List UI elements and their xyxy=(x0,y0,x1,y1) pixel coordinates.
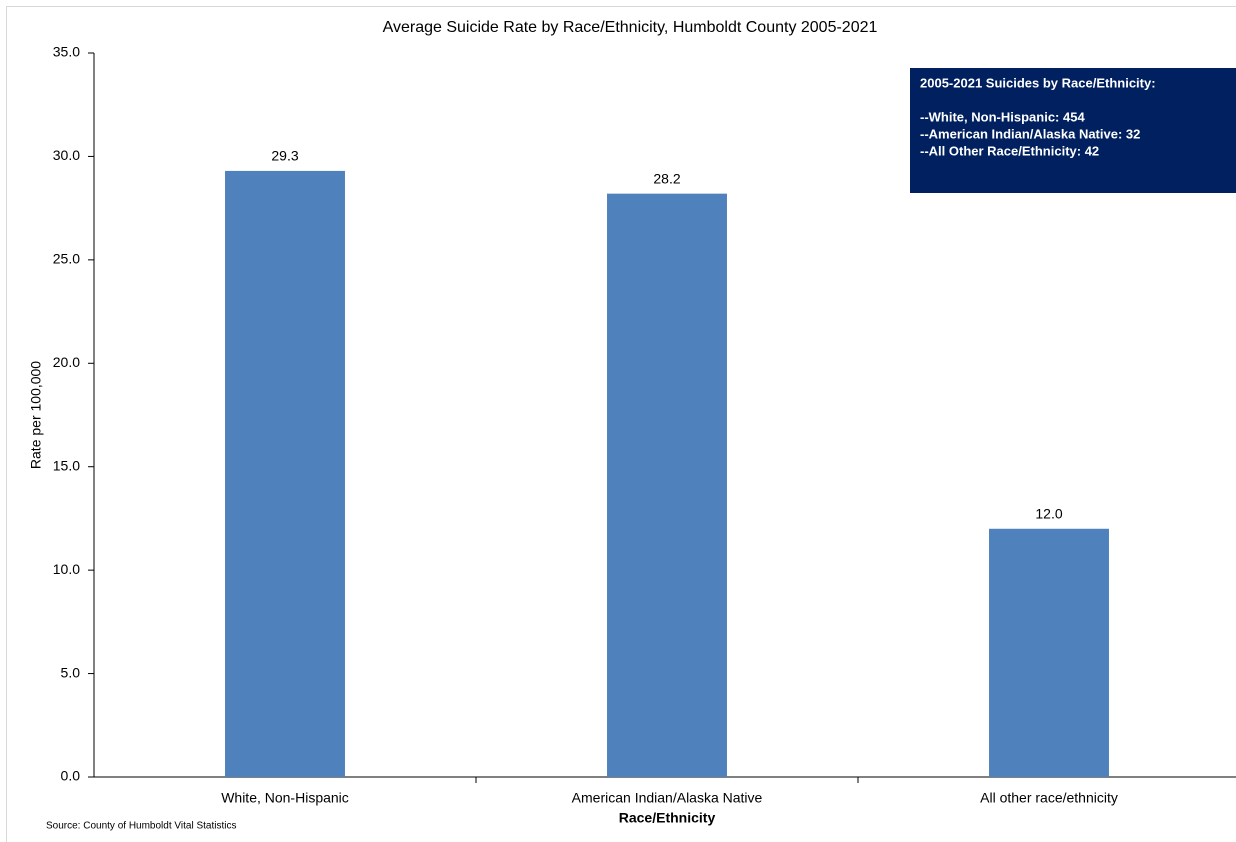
chart-title: Average Suicide Rate by Race/Ethnicity, … xyxy=(383,19,878,36)
source-note: Source: County of Humboldt Vital Statist… xyxy=(46,821,236,832)
y-tick-label: 5.0 xyxy=(61,664,81,680)
x-tick-label: White, Non-Hispanic xyxy=(221,790,349,806)
bar xyxy=(989,528,1109,777)
y-tick-label: 20.0 xyxy=(53,354,80,370)
y-tick-label: 15.0 xyxy=(53,457,80,473)
annotation-title: 2005-2021 Suicides by Race/Ethnicity: xyxy=(920,75,1156,90)
bar xyxy=(607,193,727,778)
y-tick-label: 0.0 xyxy=(61,768,81,784)
y-axis-title: Rate per 100,000 xyxy=(28,361,44,469)
x-tick-label: American Indian/Alaska Native xyxy=(572,790,763,806)
y-tick-label: 30.0 xyxy=(53,147,80,163)
annotation-line: --American Indian/Alaska Native: 32 xyxy=(920,126,1140,141)
y-tick-label: 35.0 xyxy=(53,44,80,60)
annotation-box xyxy=(910,68,1236,193)
y-tick-label: 10.0 xyxy=(53,561,80,577)
chart-border xyxy=(6,6,1236,842)
data-label: 12.0 xyxy=(1035,505,1062,521)
y-tick-label: 25.0 xyxy=(53,251,80,267)
x-tick-label: All other race/ethnicity xyxy=(980,790,1118,806)
data-label: 28.2 xyxy=(653,170,680,186)
x-axis-title: Race/Ethnicity xyxy=(619,810,716,826)
annotation-line: --White, Non-Hispanic: 454 xyxy=(920,109,1085,124)
bar xyxy=(225,170,345,777)
data-label: 29.3 xyxy=(271,148,298,164)
annotation-line: --All Other Race/Ethnicity: 42 xyxy=(920,143,1099,158)
